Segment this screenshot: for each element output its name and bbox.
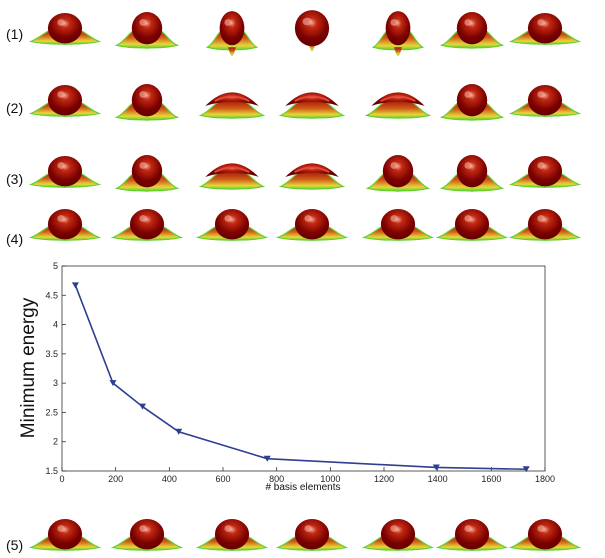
data-point <box>432 464 440 471</box>
y-axis-label: Minimum energy <box>18 297 39 438</box>
shape-thumbnail <box>508 12 582 45</box>
shape-thumbnail <box>28 209 102 241</box>
x-tick-label: 1400 <box>428 474 448 484</box>
x-tick-label: 800 <box>269 474 284 484</box>
x-axis-ticks: 0 200 400 600 800 1000 1200 1400 1600 1800 <box>59 467 555 484</box>
shape-thumbnail <box>508 85 582 117</box>
x-tick-label: 400 <box>162 474 177 484</box>
data-point <box>522 466 530 473</box>
shape-thumbnail <box>198 163 266 190</box>
x-tick-label: 600 <box>215 474 230 484</box>
series-group <box>71 282 530 473</box>
plot-area <box>61 265 546 472</box>
shape-thumbnail <box>365 155 431 192</box>
shape-thumbnail <box>28 85 102 117</box>
shape-thumbnail <box>275 209 349 241</box>
row-label-2: (2) <box>6 100 24 116</box>
shape-thumbnail <box>435 209 509 241</box>
shape-thumbnail <box>114 12 180 49</box>
shape-thumbnail <box>435 519 509 551</box>
x-tick-label: 0 <box>59 474 64 484</box>
y-tick-label: 4.5 <box>45 290 58 300</box>
y-tick-label: 2 <box>53 437 58 447</box>
data-point <box>139 403 146 410</box>
shape-thumbnail <box>361 209 435 241</box>
row-label-5: (5) <box>6 537 24 553</box>
shape-thumbnail <box>278 163 346 190</box>
shape-thumbnail <box>439 84 505 121</box>
shape-thumbnail <box>28 12 102 45</box>
shape-thumbnail <box>361 519 435 551</box>
shape-thumbnail <box>114 84 180 121</box>
x-tick-label: 1200 <box>374 474 394 484</box>
shape-thumbnail <box>198 92 266 119</box>
energy-chart: 0 200 400 600 800 1000 1200 1400 1600 1800 1.5 2 2.… <box>18 261 555 493</box>
shape-thumbnail <box>275 519 349 551</box>
shape-thumbnail <box>114 155 180 192</box>
shape-thumbnail <box>195 519 269 551</box>
shape-thumbnail <box>439 155 505 192</box>
shape-thumbnail <box>294 10 330 51</box>
shape-thumbnail <box>110 519 184 551</box>
data-point <box>175 428 183 435</box>
y-tick-label: 5 <box>53 261 58 271</box>
row-label-4: (4) <box>6 231 24 247</box>
y-tick-label: 3.5 <box>45 349 58 359</box>
x-tick-label: 1600 <box>481 474 501 484</box>
data-point <box>71 282 79 289</box>
data-point <box>109 380 117 387</box>
shape-thumbnail <box>439 12 505 49</box>
shape-thumbnail <box>28 156 102 188</box>
y-tick-label: 3 <box>53 378 58 388</box>
shape-thumbnail <box>508 209 582 241</box>
x-tick-label: 200 <box>108 474 123 484</box>
shape-thumbnail <box>508 156 582 188</box>
y-tick-label: 1.5 <box>45 466 58 476</box>
shape-thumbnail <box>110 209 184 241</box>
data-point <box>263 455 271 462</box>
x-axis-label: # basis elements <box>265 482 340 493</box>
x-tick-label: 1000 <box>320 474 340 484</box>
shape-thumbnail <box>508 519 582 551</box>
shape-thumbnail <box>278 92 346 119</box>
x-tick-label: 1800 <box>535 474 555 484</box>
row-label-3: (3) <box>6 171 24 187</box>
y-axis-ticks: 1.5 2 2.5 3 3.5 4 4.5 5 <box>45 261 66 476</box>
y-tick-label: 4 <box>53 320 58 330</box>
shape-thumbnail <box>195 209 269 241</box>
shape-thumbnail <box>371 11 425 56</box>
row-label-1: (1) <box>6 26 24 42</box>
y-tick-label: 2.5 <box>45 407 58 417</box>
shape-thumbnail <box>364 92 432 119</box>
shape-thumbnail <box>28 519 102 551</box>
shape-thumbnail <box>205 11 259 56</box>
